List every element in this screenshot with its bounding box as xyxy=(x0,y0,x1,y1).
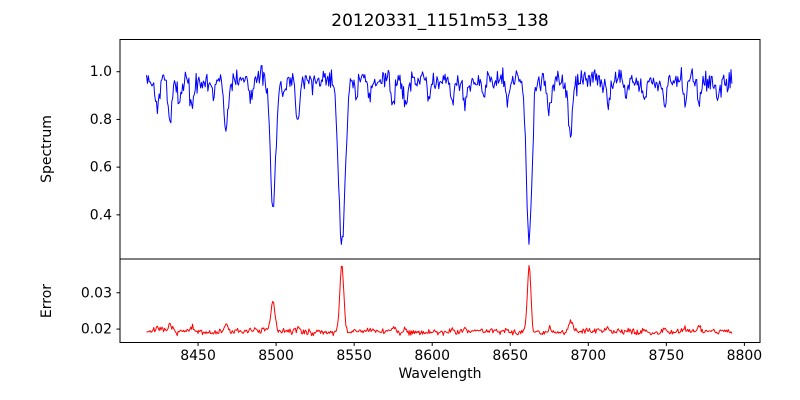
spectrum-y-axis-label: Spectrum xyxy=(39,115,55,183)
chart-title: 20120331_1151m53_138 xyxy=(331,11,549,31)
x-axis-label: Wavelength xyxy=(398,366,482,382)
error-y-tick-label: 0.02 xyxy=(81,322,112,338)
spectrum-y-tick-label: 0.4 xyxy=(90,207,112,223)
x-tick-label: 8500 xyxy=(258,348,294,364)
x-tick-label: 8600 xyxy=(414,348,450,364)
x-tick-label: 8750 xyxy=(649,348,685,364)
x-tick-label: 8700 xyxy=(570,348,606,364)
error-axes-spine xyxy=(119,258,761,343)
x-tick-label: 8650 xyxy=(492,348,528,364)
spectrum-y-tick-label: 0.6 xyxy=(90,160,112,176)
error-y-tick-label: 0.03 xyxy=(81,285,112,301)
spectrum-line xyxy=(146,64,733,245)
error-line xyxy=(146,265,733,337)
spectrum-y-tick-label: 0.8 xyxy=(90,112,112,128)
spectrum-y-tick-label: 1.0 xyxy=(90,64,112,80)
x-tick-label: 8800 xyxy=(727,348,763,364)
error-y-axis-label: Error xyxy=(39,283,55,319)
spectrum-axes-spine xyxy=(119,39,761,260)
x-tick-label: 8550 xyxy=(336,348,372,364)
x-tick-label: 8450 xyxy=(180,348,216,364)
